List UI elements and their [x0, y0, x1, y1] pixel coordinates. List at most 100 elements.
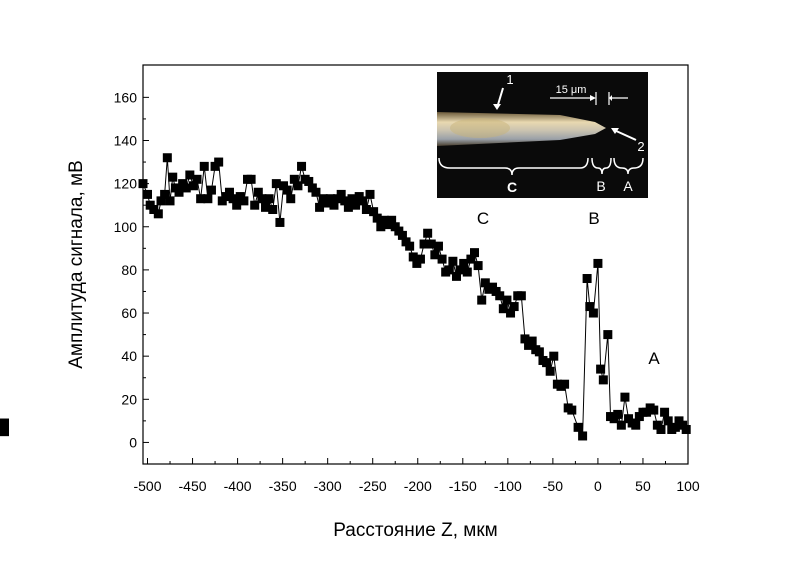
data-point	[387, 215, 397, 225]
data-point	[613, 409, 623, 419]
data-point	[372, 213, 382, 223]
data-point	[192, 174, 202, 184]
data-point	[480, 278, 490, 288]
data-point	[598, 375, 608, 385]
data-point	[325, 194, 335, 204]
data-point	[336, 189, 346, 199]
data-point	[228, 194, 238, 204]
data-point	[271, 179, 281, 189]
data-point	[495, 291, 505, 301]
data-point	[174, 187, 184, 197]
data-point	[516, 291, 526, 301]
x-tick-label: -400	[224, 478, 252, 494]
data-point	[347, 194, 357, 204]
inset-label: A	[623, 178, 633, 194]
data-point	[311, 187, 321, 197]
data-point	[153, 209, 163, 219]
x-tick-label: -350	[269, 478, 297, 494]
data-point	[534, 347, 544, 357]
x-tick-label: -250	[359, 478, 387, 494]
data-point	[138, 179, 148, 189]
data-point	[542, 358, 552, 368]
data-point	[585, 302, 595, 312]
data-point	[181, 183, 191, 193]
x-tick-label: 50	[635, 478, 651, 494]
y-tick-label: 120	[114, 176, 138, 192]
inset-label: 2	[637, 139, 644, 154]
data-point	[253, 187, 263, 197]
data-point	[282, 185, 292, 195]
y-tick-label: 100	[114, 219, 138, 235]
data-point	[502, 295, 512, 305]
x-tick-label: -500	[133, 478, 161, 494]
plot-frame	[142, 64, 689, 465]
data-point	[261, 202, 271, 212]
data-point	[444, 265, 454, 275]
data-point	[246, 174, 256, 184]
inset-photo: 1 15 μm 2 C B A	[437, 72, 648, 198]
data-point	[343, 202, 353, 212]
data-point	[549, 351, 559, 361]
data-point	[264, 194, 274, 204]
data-point	[473, 261, 483, 271]
data-point	[593, 258, 603, 268]
inset-label: C	[507, 179, 517, 195]
data-point	[206, 185, 216, 195]
data-point	[520, 334, 530, 344]
data-point	[588, 308, 598, 318]
y-tick-label: 80	[121, 262, 137, 278]
data-point	[506, 308, 516, 318]
y-tick-label: 60	[121, 305, 137, 321]
data-point	[430, 250, 440, 260]
data-point	[168, 172, 178, 182]
data-point	[275, 217, 285, 227]
data-point	[545, 366, 555, 376]
data-point	[462, 267, 472, 277]
data-point	[649, 405, 659, 415]
data-point	[365, 189, 375, 199]
data-point	[293, 181, 303, 191]
x-tick-label: -450	[179, 478, 207, 494]
data-point	[631, 420, 641, 430]
data-point	[459, 258, 469, 268]
inset-label: 15 μm	[556, 84, 587, 96]
data-point	[509, 302, 519, 312]
data-point	[397, 230, 407, 240]
data-point	[257, 194, 267, 204]
x-tick-label: -150	[449, 478, 477, 494]
data-point	[477, 295, 487, 305]
data-point	[415, 254, 425, 264]
data-point	[376, 222, 386, 232]
data-point	[297, 161, 307, 171]
data-point	[199, 161, 209, 171]
data-point	[656, 424, 666, 434]
data-point	[203, 194, 213, 204]
x-axis-label: Расстояние Z, мкм	[333, 520, 498, 541]
data-point	[582, 274, 592, 284]
data-point	[437, 254, 447, 264]
data-point	[670, 422, 680, 432]
data-point	[160, 189, 170, 199]
data-point	[224, 187, 234, 197]
data-point	[196, 194, 206, 204]
x-tick-label: -50	[543, 478, 563, 494]
data-point	[660, 407, 670, 417]
annotation: B	[588, 209, 599, 228]
data-point	[405, 241, 415, 251]
data-point	[663, 416, 673, 426]
x-tick-label: -300	[314, 478, 342, 494]
data-point	[286, 194, 296, 204]
data-point	[232, 200, 242, 210]
data-point	[361, 205, 371, 215]
x-tick-label: -100	[494, 478, 522, 494]
data-point	[681, 424, 691, 434]
data-point	[470, 248, 480, 258]
y-tick-label: 40	[121, 348, 137, 364]
data-point	[156, 196, 166, 206]
y-tick-label: 160	[114, 89, 138, 105]
data-point	[466, 254, 476, 264]
data-point	[340, 196, 350, 206]
data-point	[239, 196, 249, 206]
x-tick-label: 100	[676, 478, 700, 494]
